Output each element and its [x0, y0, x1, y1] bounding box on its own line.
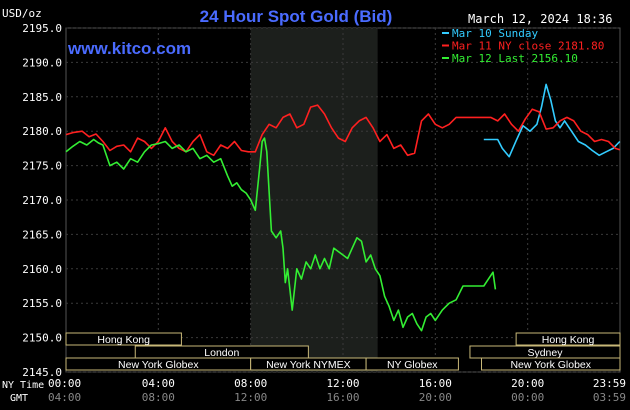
- session-box: [481, 357, 621, 371]
- x-tick-label-ny: 12:00: [326, 377, 359, 390]
- series-line: [65, 104, 621, 157]
- y-tick-label: 2150.0: [22, 332, 62, 345]
- y-tick-label: 2175.0: [22, 160, 62, 173]
- session-label: NY Globex: [387, 359, 438, 371]
- y-tick-label: 2155.0: [22, 297, 62, 310]
- session-label: Hong Kong: [542, 334, 595, 346]
- y-tick-label: 2195.0: [22, 22, 62, 35]
- session-label: London: [204, 347, 239, 359]
- x-tick-label-gmt: 08:00: [142, 391, 175, 404]
- y-tick-label: 2190.0: [22, 56, 62, 69]
- source-watermark: www.kitco.com: [67, 39, 191, 58]
- y-tick-label: 2180.0: [22, 125, 62, 138]
- y-axis-label: USD/oz: [2, 7, 42, 20]
- x-tick-label-ny: 00:00: [48, 377, 81, 390]
- session-label: Hong Kong: [97, 334, 150, 346]
- chart-timestamp: March 12, 2024 18:36: [468, 12, 613, 26]
- legend-entry: Mar 10 Sunday: [452, 27, 538, 40]
- session-label: New York Globex: [118, 359, 199, 371]
- x-tick-label-ny: 04:00: [142, 377, 175, 390]
- x-axis-ticks: 00:0004:0004:0008:0008:0012:0012:0016:00…: [48, 377, 626, 404]
- y-tick-label: 2145.0: [22, 366, 62, 379]
- chart-title: 24 Hour Spot Gold (Bid): [200, 7, 393, 26]
- x-tick-label-gmt: 04:00: [48, 391, 81, 404]
- session-box: [65, 332, 182, 346]
- session-box: [515, 332, 621, 346]
- x-tick-label-ny: 08:00: [234, 377, 267, 390]
- session-label: Sydney: [527, 347, 563, 359]
- x-axis-label-gmt: GMT: [10, 393, 28, 404]
- trading-sessions: Hong Kong London New York Globex New York N…: [65, 332, 621, 371]
- session-box: [365, 357, 459, 371]
- series-lines: [65, 83, 621, 332]
- session-label: New York Globex: [510, 359, 591, 371]
- series-line: [483, 83, 621, 158]
- y-tick-label: 2170.0: [22, 194, 62, 207]
- x-tick-label-ny: 20:00: [511, 377, 544, 390]
- y-axis-ticks: 2195.0 2190.0 2185.0 2180.0 2175.0 2170.0 2165…: [22, 22, 62, 379]
- x-tick-label-gmt: 16:00: [326, 391, 359, 404]
- x-tick-label-gmt: 03:59: [593, 391, 626, 404]
- x-tick-label-gmt: 12:00: [234, 391, 267, 404]
- x-tick-label-ny: 16:00: [419, 377, 452, 390]
- legend-entry: Mar 12 Last 2156.10: [452, 52, 578, 65]
- x-tick-label-ny: 23:59: [593, 377, 626, 390]
- grid: [66, 27, 620, 373]
- series-line: [65, 137, 497, 332]
- x-axis-label-ny: NY Time: [2, 380, 44, 391]
- legend-entry: Mar 11 NY close 2181.80: [452, 40, 604, 53]
- x-tick-label-gmt: 20:00: [419, 391, 452, 404]
- y-tick-label: 2165.0: [22, 228, 62, 241]
- session-label: New York NYMEX: [266, 359, 351, 371]
- y-tick-label: 2160.0: [22, 263, 62, 276]
- y-tick-label: 2185.0: [22, 91, 62, 104]
- x-tick-label-gmt: 00:00: [511, 391, 544, 404]
